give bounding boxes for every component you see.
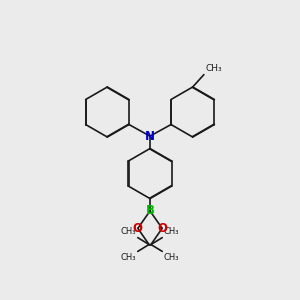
- Text: N: N: [145, 130, 155, 143]
- Text: O: O: [157, 222, 167, 235]
- Text: CH₃: CH₃: [121, 227, 136, 236]
- Text: CH₃: CH₃: [121, 253, 136, 262]
- Text: B: B: [146, 205, 154, 218]
- Text: CH₃: CH₃: [206, 64, 222, 73]
- Text: O: O: [133, 222, 143, 235]
- Text: CH₃: CH₃: [164, 227, 179, 236]
- Text: CH₃: CH₃: [164, 253, 179, 262]
